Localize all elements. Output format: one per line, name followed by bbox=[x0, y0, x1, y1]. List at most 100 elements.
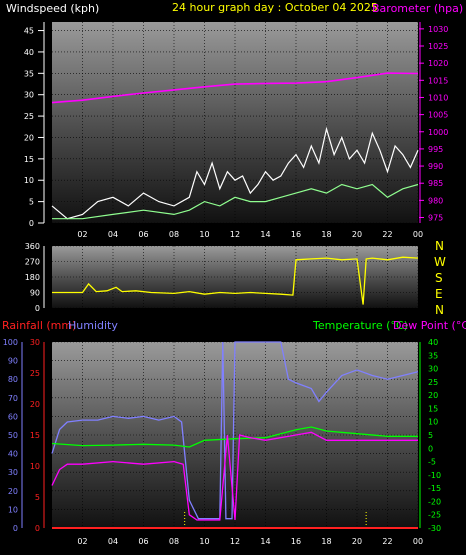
temperature-y-tick-label: -15 bbox=[428, 484, 441, 493]
wind-y-tick-label: 35 bbox=[24, 69, 34, 78]
wind-y-tick-label: 45 bbox=[24, 27, 34, 36]
windspeed-series-line bbox=[51, 126, 419, 220]
x-tick-label: 06 bbox=[138, 230, 148, 239]
temperature-y-tick-label: 20 bbox=[428, 391, 438, 400]
temperature-y-tick-label: 35 bbox=[428, 351, 438, 360]
temperature-y-tick-label: 40 bbox=[428, 338, 438, 347]
barometer-y-tick-label: 1010 bbox=[428, 93, 448, 102]
humidity-y-tick-label: 80 bbox=[8, 375, 18, 384]
barometer-y-tick-label: 985 bbox=[428, 179, 443, 188]
x-tick-label: 10 bbox=[199, 537, 209, 546]
temperature-y-tick-label: -10 bbox=[428, 471, 441, 480]
temperature-axis-label: Temperature (°C) bbox=[312, 319, 408, 332]
dewpoint-axis-label: Dew Point (°C) bbox=[393, 319, 466, 332]
x-tick-label: 14 bbox=[260, 537, 270, 546]
rainfall-y-tick-label: 20 bbox=[30, 400, 40, 409]
humidity-y-tick-label: 100 bbox=[3, 338, 18, 347]
direction-y-tick-label: 0 bbox=[35, 304, 40, 313]
x-tick-label: 16 bbox=[291, 537, 301, 546]
wind-y-tick-label: 15 bbox=[24, 155, 34, 164]
x-tick-label: 04 bbox=[108, 230, 118, 239]
temperature-y-tick-label: 30 bbox=[428, 365, 438, 374]
x-tick-label: 10 bbox=[199, 230, 209, 239]
rainfall-y-tick-label: 25 bbox=[30, 369, 40, 378]
rainfall-y-tick-label: 0 bbox=[35, 524, 40, 533]
cardinal-label-n-bottom: N bbox=[435, 303, 444, 317]
x-tick-label: 18 bbox=[321, 537, 331, 546]
x-tick-label: 12 bbox=[230, 230, 240, 239]
barometer-y-tick-label: 995 bbox=[428, 145, 443, 154]
rainfall-y-tick-label: 10 bbox=[30, 462, 40, 471]
rainfall-axis-label: Rainfall (mm) bbox=[2, 319, 76, 332]
wind-y-tick-label: 30 bbox=[24, 91, 34, 100]
temperature-series-line bbox=[51, 426, 418, 448]
barometer-axis-label: Barometer (hpa) bbox=[372, 2, 463, 15]
temperature-y-tick-label: -25 bbox=[428, 511, 441, 520]
rainfall-y-tick-label: 5 bbox=[35, 493, 40, 502]
temperature-y-tick-label: -20 bbox=[428, 497, 441, 506]
cardinal-label-n-top: N bbox=[435, 239, 444, 253]
temperature-y-tick-label: 25 bbox=[428, 378, 438, 387]
barometer-y-tick-label: 1005 bbox=[428, 111, 448, 120]
x-tick-label: 06 bbox=[138, 537, 148, 546]
rainfall-y-tick-label: 15 bbox=[30, 431, 40, 440]
temperature-y-tick-label: -5 bbox=[428, 458, 436, 467]
x-tick-label: 18 bbox=[321, 230, 331, 239]
wind-y-tick-label: 20 bbox=[24, 133, 34, 142]
wind-y-tick-label: 5 bbox=[29, 198, 34, 207]
humidity-axis-label: Humidity bbox=[68, 319, 118, 332]
temperature-y-tick-label: -30 bbox=[428, 524, 441, 533]
x-tick-label: 20 bbox=[352, 537, 362, 546]
humidity-y-tick-label: 70 bbox=[8, 394, 18, 403]
rainfall-y-tick-label: 30 bbox=[30, 338, 40, 347]
x-tick-label: 08 bbox=[169, 230, 179, 239]
humidity-y-tick-label: 10 bbox=[8, 505, 18, 514]
barometer-series-line bbox=[51, 72, 419, 104]
barometer-y-tick-label: 1020 bbox=[428, 59, 448, 68]
wind-direction-series-line bbox=[52, 256, 419, 305]
x-tick-label: 00 bbox=[413, 537, 423, 546]
wind-y-tick-label: 25 bbox=[24, 112, 34, 121]
cardinal-label-e: E bbox=[435, 287, 443, 301]
x-tick-label: 00 bbox=[413, 230, 423, 239]
x-tick-label: 14 bbox=[260, 230, 270, 239]
x-tick-label: 04 bbox=[108, 537, 118, 546]
cardinal-label-s: S bbox=[435, 271, 443, 285]
barometer-y-tick-label: 990 bbox=[428, 162, 443, 171]
direction-y-tick-label: 90 bbox=[30, 289, 40, 298]
humidity-y-tick-label: 90 bbox=[8, 357, 18, 366]
wind-y-tick-label: 40 bbox=[24, 48, 34, 57]
direction-y-tick-label: 270 bbox=[25, 258, 40, 267]
barometer-y-tick-label: 975 bbox=[428, 214, 443, 223]
x-tick-label: 22 bbox=[382, 537, 392, 546]
direction-y-tick-label: 360 bbox=[25, 242, 40, 251]
dewpoint-series-line bbox=[51, 431, 418, 521]
direction-y-tick-label: 180 bbox=[25, 273, 40, 282]
x-tick-label: 22 bbox=[382, 230, 392, 239]
cardinal-label-w: W bbox=[434, 255, 446, 269]
humidity-y-tick-label: 40 bbox=[8, 450, 18, 459]
wind-y-tick-label: 10 bbox=[24, 176, 34, 185]
humidity-y-tick-label: 30 bbox=[8, 468, 18, 477]
x-tick-label: 02 bbox=[77, 537, 87, 546]
humidity-series-line bbox=[51, 341, 419, 520]
barometer-y-tick-label: 1030 bbox=[428, 25, 448, 34]
barometer-y-tick-label: 980 bbox=[428, 196, 443, 205]
temperature-y-tick-label: 10 bbox=[428, 418, 438, 427]
temperature-y-tick-label: 5 bbox=[428, 431, 433, 440]
x-tick-label: 08 bbox=[169, 537, 179, 546]
chart-title: 24 hour graph day : October 04 2025 bbox=[172, 1, 378, 14]
x-tick-label: 12 bbox=[230, 537, 240, 546]
humidity-y-tick-label: 50 bbox=[8, 431, 18, 440]
barometer-y-tick-label: 1025 bbox=[428, 42, 448, 51]
x-tick-label: 16 bbox=[291, 230, 301, 239]
wind-gust-series-line bbox=[52, 183, 419, 220]
x-tick-label: 02 bbox=[77, 230, 87, 239]
temperature-y-tick-label: 0 bbox=[428, 444, 433, 453]
humidity-y-tick-label: 60 bbox=[8, 412, 18, 421]
barometer-y-tick-label: 1000 bbox=[428, 128, 448, 137]
humidity-y-tick-label: 20 bbox=[8, 487, 18, 496]
data-series bbox=[51, 72, 419, 529]
